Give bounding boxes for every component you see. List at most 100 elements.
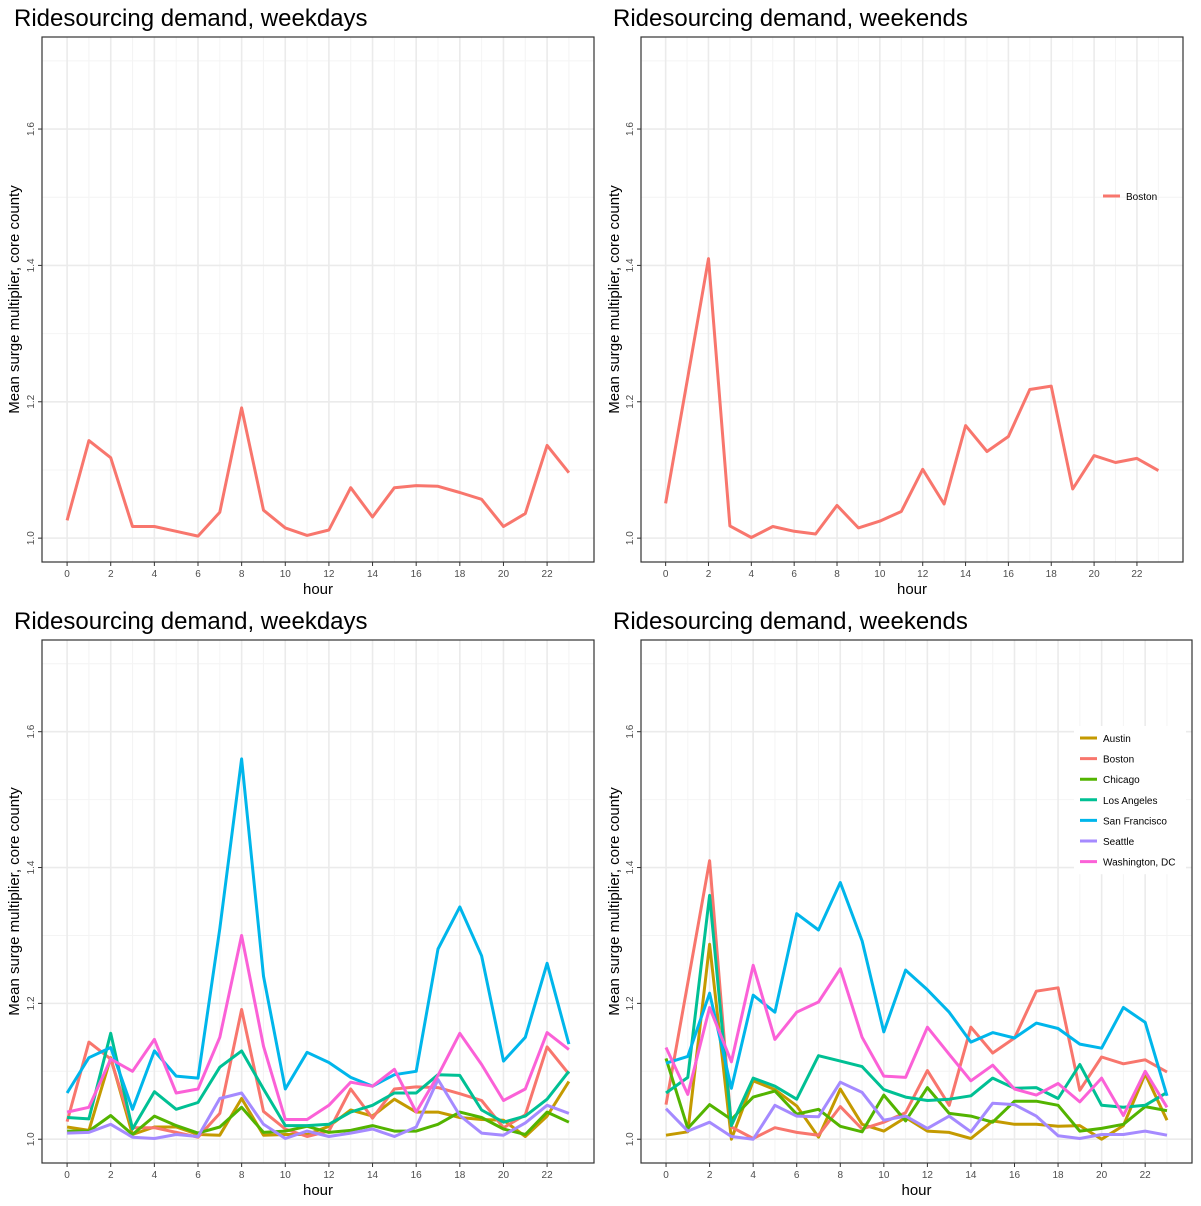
plot-border (640, 36, 1184, 563)
y-axis-label: Mean surge multiplier, core county (606, 787, 623, 1016)
chart-panel: Ridesourcing demand, weekends 0 2 4 6 8 10 12 14… (606, 5, 1184, 598)
x-tick-label: 18 (454, 1170, 466, 1181)
x-tick-label: 14 (367, 569, 379, 580)
x-tick-label: 16 (1009, 1170, 1021, 1181)
legend-label: Los Angeles (1103, 796, 1158, 807)
x-tick-label: 10 (280, 1170, 292, 1181)
x-tick-label: 12 (323, 569, 335, 580)
x-tick-label: 6 (794, 1170, 800, 1181)
x-tick-label: 22 (1140, 1170, 1152, 1181)
legend-label: Seattle (1103, 837, 1135, 848)
x-tick-label: 0 (64, 1170, 70, 1181)
x-tick-label: 20 (1089, 569, 1101, 580)
x-tick-label: 4 (750, 1170, 756, 1181)
x-axis-label: hour (303, 581, 333, 598)
series-line-boston (664, 257, 1160, 539)
y-tick-label: 1.0 (26, 531, 37, 545)
x-tick-label: 22 (542, 1170, 554, 1181)
chart-panel: Ridesourcing demand, weekends 0 2 4 6 8 10 12 14… (606, 608, 1193, 1199)
chart-panel: Ridesourcing demand, weekdays 0 2 4 6 8 10 12 14… (6, 608, 595, 1199)
x-tick-label: 2 (108, 569, 114, 580)
x-axis-label: hour (901, 1182, 931, 1199)
series-line-chicago (664, 1057, 1168, 1134)
x-tick-label: 6 (195, 569, 201, 580)
y-tick-label: 1.0 (26, 1132, 37, 1146)
plot-border (41, 639, 595, 1164)
series-line-washington-dc (66, 934, 570, 1121)
y-tick-label: 1.0 (625, 1132, 636, 1146)
x-tick-label: 18 (1052, 1170, 1064, 1181)
x-tick-label: 18 (1046, 569, 1058, 580)
series-line-seattle (67, 1078, 570, 1140)
x-tick-label: 4 (749, 569, 755, 580)
x-tick-label: 16 (411, 1170, 423, 1181)
x-tick-label: 8 (239, 1170, 245, 1181)
series-line-chicago (67, 1105, 570, 1136)
legend: Austin Boston Chicago Los Angeles San Franci… (1074, 726, 1186, 875)
series-line-san-francisco (665, 881, 1169, 1097)
series-line-los-angeles (665, 893, 1168, 1128)
x-tick-label: 22 (1131, 569, 1143, 580)
x-tick-label: 0 (663, 569, 669, 580)
x-tick-label: 12 (917, 569, 929, 580)
y-tick-label: 1.2 (625, 394, 636, 408)
x-tick-label: 14 (965, 1170, 977, 1181)
chart-title: Ridesourcing demand, weekdays (14, 5, 368, 32)
x-tick-label: 20 (498, 1170, 510, 1181)
series-line-washington-dc (664, 963, 1169, 1117)
chart-title: Ridesourcing demand, weekdays (14, 608, 368, 635)
y-tick-label: 1.2 (26, 394, 37, 408)
x-tick-label: 16 (411, 569, 423, 580)
x-tick-label: 10 (878, 1170, 890, 1181)
y-tick-label: 1.4 (625, 258, 636, 272)
plot-border (640, 639, 1193, 1164)
y-tick-label: 1.2 (625, 996, 636, 1010)
x-tick-label: 4 (152, 569, 158, 580)
x-tick-label: 22 (542, 569, 554, 580)
y-tick-label: 1.6 (625, 724, 636, 738)
y-tick-label: 1.0 (625, 531, 636, 545)
y-tick-label: 1.4 (26, 860, 37, 874)
chart-panel: Ridesourcing demand, weekdays 0 2 4 6 8 10 12 14… (6, 5, 595, 598)
x-tick-label: 6 (791, 569, 797, 580)
x-tick-label: 8 (239, 569, 245, 580)
legend-label: Boston (1126, 192, 1157, 203)
y-tick-label: 1.6 (26, 122, 37, 136)
x-tick-label: 20 (1096, 1170, 1108, 1181)
x-tick-label: 20 (498, 569, 510, 580)
plot-border (41, 36, 595, 563)
x-tick-label: 16 (1003, 569, 1015, 580)
series-line-seattle (664, 1080, 1168, 1141)
y-tick-label: 1.4 (26, 258, 37, 272)
x-tick-label: 0 (663, 1170, 669, 1181)
series-line-san-francisco (65, 757, 571, 1111)
legend-label: San Francisco (1103, 816, 1167, 827)
x-tick-label: 12 (922, 1170, 934, 1181)
legend-label: Washington, DC (1103, 858, 1175, 869)
chart-title: Ridesourcing demand, weekends (613, 608, 968, 635)
series-line-boston (664, 859, 1168, 1140)
x-tick-label: 6 (195, 1170, 201, 1181)
legend-label: Boston (1103, 755, 1134, 766)
chart-title: Ridesourcing demand, weekends (613, 5, 968, 32)
x-tick-label: 18 (454, 569, 466, 580)
x-tick-label: 12 (323, 1170, 335, 1181)
legend-label: Chicago (1103, 775, 1140, 786)
x-tick-label: 2 (108, 1170, 114, 1181)
x-tick-label: 2 (707, 1170, 713, 1181)
series-line-austin (665, 942, 1169, 1141)
x-tick-label: 2 (706, 569, 712, 580)
x-tick-label: 14 (960, 569, 972, 580)
x-axis-label: hour (303, 1182, 333, 1199)
legend: Boston (1103, 192, 1157, 203)
x-tick-label: 4 (152, 1170, 158, 1181)
x-tick-label: 0 (64, 569, 70, 580)
y-tick-label: 1.6 (26, 724, 37, 738)
series-line-boston (65, 406, 571, 538)
series-line-los-angeles (67, 1031, 571, 1131)
y-axis-label: Mean surge multiplier, core county (6, 185, 23, 414)
y-tick-label: 1.4 (625, 860, 636, 874)
x-tick-label: 8 (837, 1170, 843, 1181)
x-tick-label: 10 (874, 569, 886, 580)
